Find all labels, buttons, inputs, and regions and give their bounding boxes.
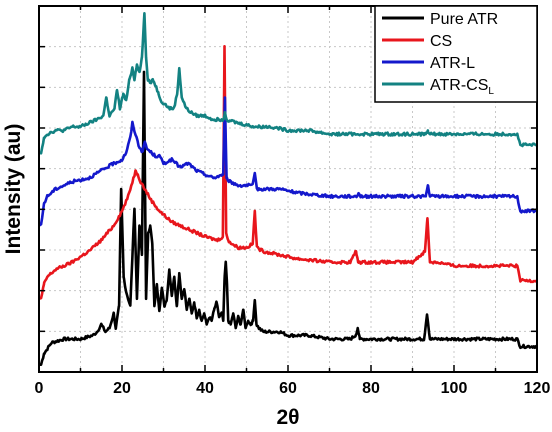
x-tick-label: 60 — [279, 380, 297, 397]
x-tick-label: 100 — [441, 380, 468, 397]
x-tick-label: 20 — [113, 380, 131, 397]
y-axis-title: Intensity (au) — [2, 124, 25, 255]
series-line-atr-l — [38, 96, 539, 227]
series-line-pure-atr — [38, 70, 538, 367]
x-tick-label: 40 — [196, 380, 214, 397]
legend-label-atr-csl: ATR-CSL — [430, 77, 494, 97]
legend-label-pure-atr: Pure ATR — [430, 11, 498, 28]
series-line-atr-csl — [38, 12, 538, 155]
legend-box — [374, 5, 538, 103]
legend-label-atr-csl-main: ATR-CS — [430, 77, 488, 94]
x-tick-label: 120 — [524, 380, 551, 397]
legend-label-atr-l: ATR-L — [430, 55, 475, 72]
series-line-cs — [38, 44, 538, 301]
x-axis-title: 2θ — [276, 406, 299, 429]
x-tick-label: 80 — [362, 380, 380, 397]
x-tick-label: 0 — [35, 380, 44, 397]
legend-label-cs: CS — [430, 33, 452, 50]
legend-label-atr-csl-subscript: L — [488, 86, 494, 97]
legend: Pure ATR CS ATR-L ATR-CSL — [374, 5, 538, 103]
series-lines — [38, 12, 539, 367]
